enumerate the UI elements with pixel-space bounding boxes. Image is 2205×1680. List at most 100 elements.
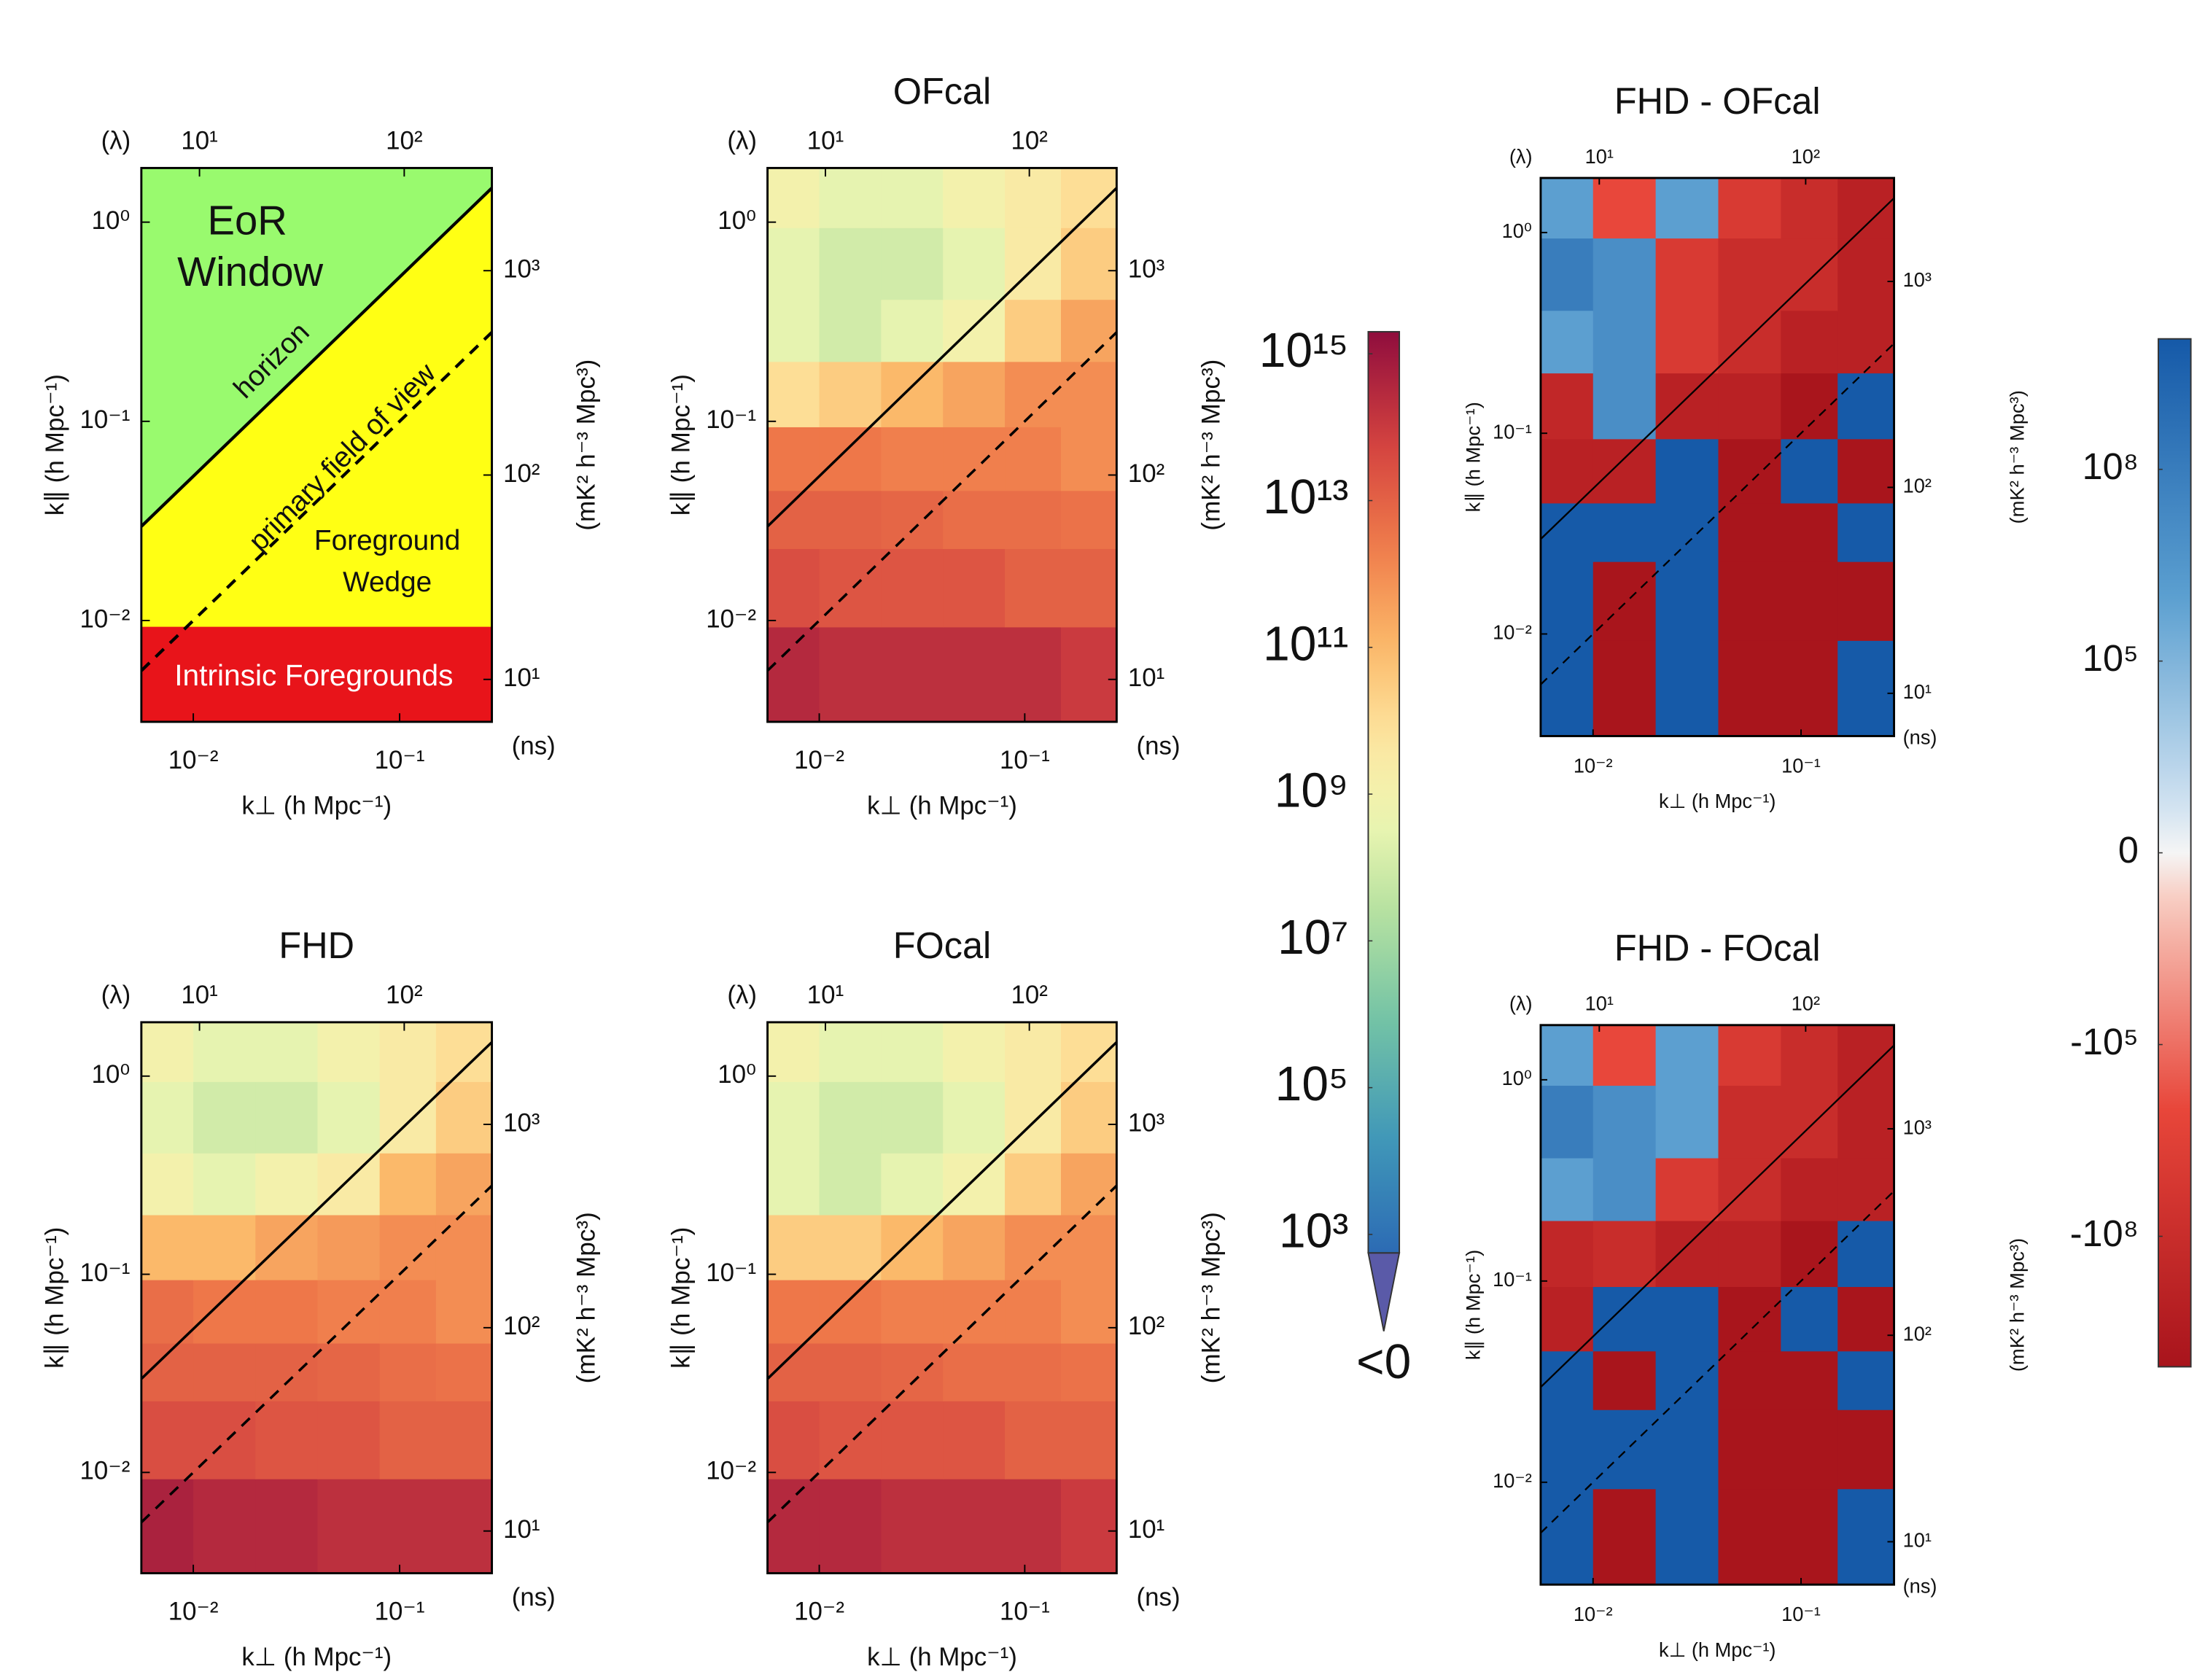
heatmap-cell (1592, 1024, 1657, 1086)
plot-frame (766, 1021, 1118, 1575)
heatmap-cell (767, 1279, 820, 1344)
heatmap-cell (1838, 438, 1894, 504)
y-tick-label: 10⁻² (80, 1457, 131, 1485)
heatmap-cell (1655, 1024, 1719, 1086)
heatmap-cell (1718, 310, 1782, 374)
plot-frame (766, 166, 1118, 723)
x-tick-label: 10⁻¹ (375, 1597, 425, 1625)
y2-tick-label: 10³ (503, 254, 540, 283)
heatmap-cell (1592, 1409, 1657, 1490)
heatmap-cell (943, 626, 1006, 722)
heatmap-cell (1655, 1085, 1719, 1159)
region-label: Wedge (343, 567, 432, 598)
y2-tick-label: 10² (1128, 459, 1164, 488)
y2-tick-label: 10² (1903, 475, 1932, 497)
x-tick-label: 10⁻¹ (1000, 746, 1050, 774)
heatmap-cell (1592, 238, 1657, 311)
y2-tick-label: 10² (1128, 1312, 1164, 1340)
heatmap-cell (1838, 373, 1894, 440)
y2-tick-label: 10¹ (1128, 664, 1164, 692)
y-tick-label: 10⁻² (706, 1457, 756, 1485)
heatmap-cell (1781, 502, 1838, 562)
heatmap-cell (1005, 427, 1062, 491)
heatmap-cell (767, 626, 820, 722)
heatmap-cell (1781, 1409, 1838, 1490)
horizon-line (767, 187, 1117, 528)
heatmap-cell (193, 1279, 257, 1344)
heatmap-cell (881, 1081, 944, 1154)
heatmap-cell (1005, 490, 1062, 549)
x2-axis-label: (λ) (1509, 992, 1533, 1015)
y2-tick-label: 10³ (1128, 1108, 1164, 1137)
heatmap-cell (1718, 178, 1782, 239)
heatmap-cell (1838, 310, 1894, 374)
heatmap-cell (1592, 502, 1657, 562)
x2-axis-label: (λ) (727, 126, 757, 155)
heatmap-cell (1540, 1024, 1594, 1086)
heatmap-cell (379, 1279, 437, 1344)
heatmap-cell (1592, 1157, 1657, 1221)
y-tick-label: 10⁰ (718, 206, 756, 235)
y-tick-label: 10⁻² (1493, 621, 1532, 644)
heatmap-cell (193, 1081, 257, 1154)
heatmap-cell (1655, 1350, 1719, 1410)
heatmap-cell (943, 227, 1006, 300)
heatmap-cell (1060, 168, 1117, 228)
plot-frame (140, 1021, 494, 1575)
heatmap-cell (943, 1401, 1006, 1479)
y2-tick-label: 10² (503, 1312, 540, 1340)
region-label: EoR (208, 197, 287, 243)
heatmap-cell (1781, 1024, 1838, 1086)
heatmap-cell (767, 1081, 820, 1154)
heatmap-cell (819, 427, 882, 491)
heatmap-cell (1540, 1488, 1594, 1585)
x2-tick-label: 10¹ (807, 981, 844, 1009)
y-axis-label: k∥ (h Mpc⁻¹) (41, 1227, 69, 1369)
heatmap-cell (1655, 1220, 1719, 1288)
x2-axis-label: (λ) (1509, 145, 1533, 168)
heatmap-cell (881, 1022, 944, 1082)
x-tick-label: 10⁻¹ (375, 746, 425, 774)
plot-area (767, 168, 1117, 722)
heatmap-cell (193, 1214, 257, 1280)
horizon-line (767, 1041, 1117, 1380)
x-tick-label: 10⁻¹ (1781, 754, 1821, 777)
heatmap-cell (881, 626, 944, 722)
colorbar-tick-label: 10⁵ (1275, 1057, 1349, 1111)
y-tick-label: 10⁰ (718, 1060, 756, 1089)
heatmap-cell (1005, 361, 1062, 427)
heatmap-cell (1005, 1214, 1062, 1280)
colorbar-tick-label: -10⁸ (2070, 1213, 2139, 1254)
heatmap-cell (767, 1401, 820, 1479)
heatmap-cell (1718, 561, 1782, 641)
y2-tick-label: 10² (1903, 1322, 1932, 1345)
y-tick-label: 10⁻¹ (80, 1259, 131, 1287)
heatmap-cell (943, 490, 1006, 549)
y-tick-label: 10⁻¹ (706, 405, 756, 434)
heatmap-cell (193, 1022, 257, 1082)
heatmap-cell (1838, 1157, 1894, 1221)
heatmap-cell (141, 1279, 194, 1344)
heatmap-cell (255, 1022, 319, 1082)
y2-axis-label: (ns) (1137, 731, 1181, 760)
heatmap-cell (255, 1279, 319, 1344)
y-axis-label: k∥ (h Mpc⁻¹) (41, 374, 69, 516)
y-tick-label: 10⁰ (92, 1060, 131, 1089)
heatmap-cell (1005, 1478, 1062, 1574)
y-tick-label: 10⁻² (706, 604, 756, 633)
heatmap-cell (1718, 502, 1782, 562)
heatmap-cell (1718, 438, 1782, 504)
heatmap-cell (317, 1081, 381, 1154)
heatmap-cell (943, 1214, 1006, 1280)
heatmap-cell (1592, 1220, 1657, 1288)
colorbar-tick-label: 10¹⁵ (1259, 324, 1349, 378)
y2-axis-label: (ns) (512, 1583, 556, 1611)
colorbar-tick-label: 10³ (1279, 1204, 1348, 1258)
heatmap-cell (1540, 1220, 1594, 1288)
heatmap-cell (141, 1214, 194, 1280)
region-label: Foreground (314, 525, 460, 556)
plot-area (1540, 178, 1894, 736)
y-tick-label: 10⁰ (1502, 219, 1532, 242)
x2-tick-label: 10² (386, 981, 422, 1009)
